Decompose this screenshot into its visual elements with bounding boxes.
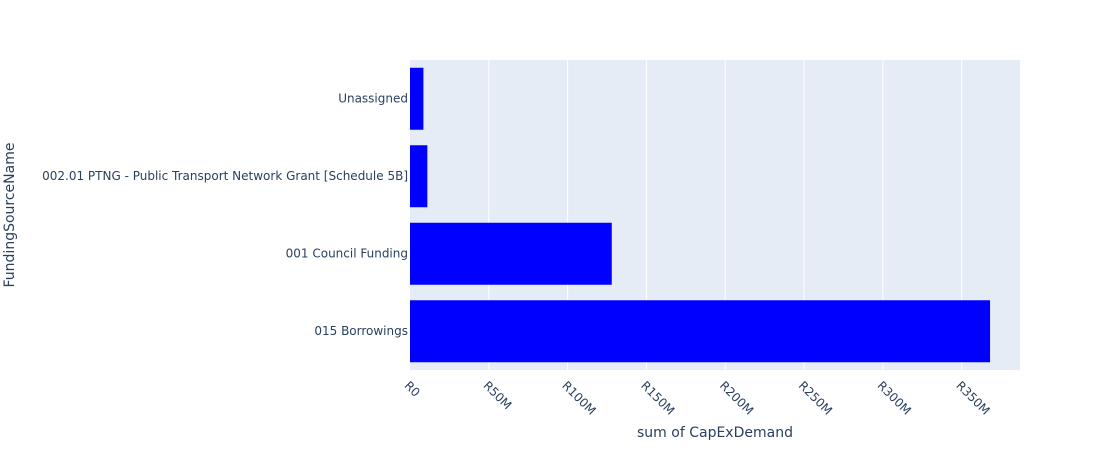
category-label: 001 Council Funding — [286, 246, 408, 260]
bar[interactable] — [410, 67, 424, 130]
x-tick-label: R100M — [559, 378, 598, 417]
x-tick-label: R250M — [796, 378, 835, 417]
x-axis-title: sum of CapExDemand — [637, 425, 793, 441]
bar[interactable] — [410, 222, 612, 285]
category-label: 002.01 PTNG - Public Transport Network G… — [42, 169, 408, 183]
x-tick-label: R50M — [480, 378, 514, 412]
x-tick-label: R300M — [875, 378, 914, 417]
x-tick-label: R150M — [638, 378, 677, 417]
y-axis-title: FundingSourceName — [2, 143, 18, 288]
bar[interactable] — [410, 300, 991, 363]
bar[interactable] — [410, 145, 428, 208]
x-tick-label: R350M — [953, 378, 992, 417]
category-label: 015 Borrowings — [314, 324, 408, 338]
category-labels: Unassigned 002.01 PTNG - Public Transport… — [42, 91, 408, 338]
x-tick-label: R200M — [717, 378, 756, 417]
bars — [410, 67, 991, 363]
x-tick-labels: R0 R50M R100M R150M R200M R250M R300M R350M — [402, 378, 993, 417]
x-tick-label: R0 — [402, 378, 423, 399]
category-label: Unassigned — [338, 91, 408, 105]
